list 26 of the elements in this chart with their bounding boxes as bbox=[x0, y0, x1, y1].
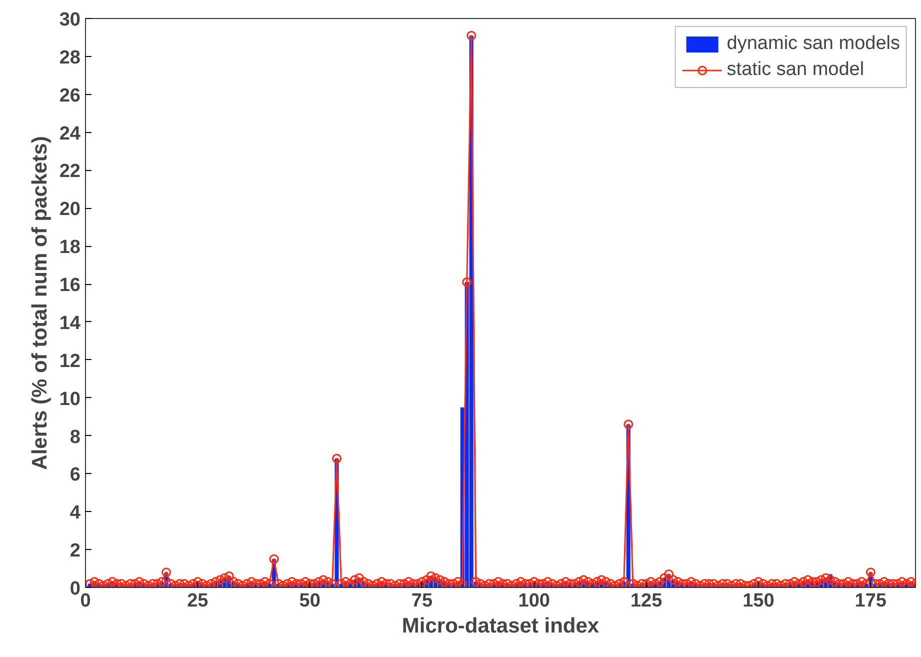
y-tick-label: 28 bbox=[59, 47, 81, 68]
x-tick-label: 50 bbox=[299, 590, 320, 612]
y-tick-label: 22 bbox=[59, 161, 81, 182]
x-axis-title: Micro-dataset index bbox=[402, 614, 600, 638]
y-tick-label: 26 bbox=[59, 85, 81, 106]
x-tick-label: 125 bbox=[630, 590, 663, 612]
y-tick-label: 4 bbox=[70, 502, 81, 524]
y-tick-label: 16 bbox=[59, 275, 81, 296]
y-tick-label: 8 bbox=[70, 426, 81, 448]
x-tick-label: 75 bbox=[411, 590, 433, 612]
y-tick-label: 2 bbox=[70, 540, 81, 562]
x-tick-label: 175 bbox=[854, 590, 887, 612]
x-tick-label: 100 bbox=[518, 590, 550, 612]
y-tick-label: 6 bbox=[70, 464, 81, 486]
x-tick-label: 25 bbox=[187, 590, 209, 612]
legend-label: dynamic san models bbox=[726, 33, 900, 55]
legend-label: static san model bbox=[726, 59, 864, 81]
y-tick-label: 12 bbox=[59, 350, 81, 372]
y-tick-label: 20 bbox=[59, 199, 81, 220]
y-tick-label: 18 bbox=[59, 237, 81, 258]
x-tick-label: 150 bbox=[742, 590, 774, 612]
y-tick-label: 14 bbox=[59, 312, 81, 334]
y-tick-label: 10 bbox=[59, 388, 81, 410]
y-axis-title: Alerts (% of total num of packets) bbox=[28, 136, 52, 470]
y-tick-label: 24 bbox=[59, 123, 81, 144]
y-tick-label: 30 bbox=[59, 10, 81, 30]
